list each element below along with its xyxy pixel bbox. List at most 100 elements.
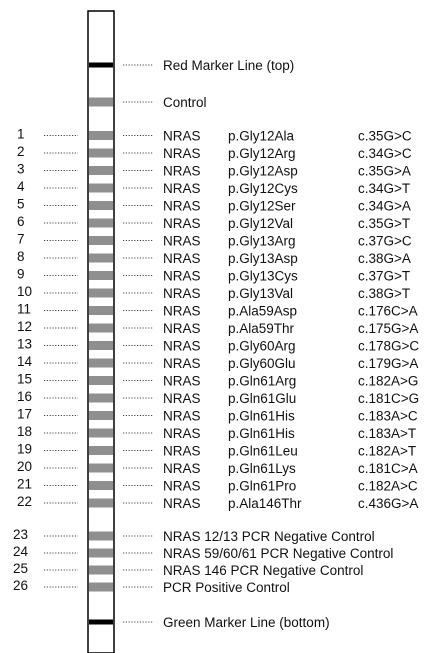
probe-number: 15 <box>17 372 32 387</box>
probe-cdna-change: c.37G>T <box>358 269 410 284</box>
bottom-marker-label: Green Marker Line (bottom) <box>163 615 330 630</box>
probe-protein-change: p.Gln61His <box>228 409 295 424</box>
probe-band <box>89 218 113 228</box>
control-label: Control <box>163 95 207 110</box>
probe-cdna-change: c.182A>C <box>358 479 418 494</box>
probe-cdna-change: c.35G>A <box>358 164 411 179</box>
probe-band <box>89 393 113 403</box>
probe-gene: NRAS <box>163 496 201 511</box>
probe-band <box>89 253 113 263</box>
probe-protein-change: p.Gly13Asp <box>228 251 298 266</box>
probe-gene: NRAS <box>163 164 201 179</box>
probe-band <box>89 446 113 455</box>
probe-protein-change: p.Gln61Glu <box>228 391 296 406</box>
probe-band <box>89 411 113 420</box>
probe-cdna-change: c.182A>T <box>358 444 416 459</box>
probe-protein-change: p.Gly13Cys <box>228 269 298 284</box>
probe-number: 20 <box>17 459 32 474</box>
probe-band <box>89 498 113 508</box>
probe-number: 19 <box>17 442 32 457</box>
probe-gene: NRAS <box>163 409 201 424</box>
probe-number: 18 <box>17 424 32 439</box>
probe-band <box>89 148 113 158</box>
probe-band <box>89 428 113 438</box>
probe-cdna-change: c.34G>T <box>358 181 410 196</box>
probe-band <box>89 183 113 193</box>
probe-protein-change: p.Gly13Val <box>228 286 293 301</box>
probe-cdna-change: c.183A>T <box>358 426 416 441</box>
probe-number: 9 <box>17 267 25 282</box>
top-marker-line <box>89 62 113 68</box>
probe-gene: NRAS <box>163 426 201 441</box>
control-band <box>89 97 113 107</box>
probe-gene: NRAS <box>163 444 201 459</box>
probe-number: 7 <box>17 232 25 247</box>
probe-number: 17 <box>17 407 32 422</box>
probe-number: 1 <box>17 127 25 142</box>
probe-number: 12 <box>17 319 32 334</box>
probe-protein-change: p.Gly12Arg <box>228 146 296 161</box>
probe-band <box>89 201 113 210</box>
probe-band <box>89 481 113 490</box>
probe-band <box>89 376 113 385</box>
probe-protein-change: p.Gly12Ala <box>228 129 295 144</box>
probe-number: 3 <box>17 162 25 177</box>
probe-gene: NRAS <box>163 339 201 354</box>
probe-cdna-change: c.35G>C <box>358 129 412 144</box>
probe-protein-change: p.Gly12Val <box>228 216 293 231</box>
probe-cdna-change: c.38G>A <box>358 251 411 266</box>
pcr-control-label: PCR Positive Control <box>163 580 290 595</box>
probe-number: 4 <box>17 179 25 194</box>
probe-band <box>89 463 113 473</box>
top-marker-label: Red Marker Line (top) <box>163 58 294 73</box>
probe-gene: NRAS <box>163 146 201 161</box>
pcr-control-number: 26 <box>13 578 28 593</box>
probe-band <box>89 341 113 350</box>
probe-cdna-change: c.179G>A <box>358 356 418 371</box>
probe-band <box>89 236 113 245</box>
pcr-control-number: 24 <box>13 544 29 559</box>
probe-band <box>89 166 113 175</box>
pcr-control-label: NRAS 146 PCR Negative Control <box>163 563 363 578</box>
probe-cdna-change: c.178G>C <box>358 339 419 354</box>
probe-protein-change: p.Gly12Ser <box>228 199 296 214</box>
probe-cdna-change: c.436G>A <box>358 496 418 511</box>
probe-cdna-change: c.181C>G <box>358 391 419 406</box>
probe-cdna-change: c.35G>T <box>358 216 410 231</box>
probe-band <box>89 131 113 140</box>
probe-protein-change: p.Gln61Lys <box>228 461 296 476</box>
probe-gene: NRAS <box>163 251 201 266</box>
probe-protein-change: p.Gly12Cys <box>228 181 298 196</box>
probe-gene: NRAS <box>163 321 201 336</box>
probe-protein-change: p.Ala146Thr <box>228 496 302 511</box>
probe-protein-change: p.Gly12Asp <box>228 164 298 179</box>
probe-gene: NRAS <box>163 286 201 301</box>
probe-gene: NRAS <box>163 304 201 319</box>
probe-protein-change: p.Ala59Thr <box>228 321 295 336</box>
pcr-control-band <box>89 582 113 592</box>
probe-protein-change: p.Gly60Arg <box>228 339 296 354</box>
probe-cdna-change: c.37G>C <box>358 234 412 249</box>
pcr-control-band <box>89 565 113 575</box>
probe-protein-change: p.Gln61Leu <box>228 444 298 459</box>
probe-gene: NRAS <box>163 129 201 144</box>
probe-band <box>89 288 113 298</box>
probe-cdna-change: c.181C>A <box>358 461 418 476</box>
probe-cdna-change: c.183A>C <box>358 409 418 424</box>
probe-gene: NRAS <box>163 374 201 389</box>
probe-cdna-change: c.182A>G <box>358 374 418 389</box>
probe-gene: NRAS <box>163 199 201 214</box>
probe-number: 16 <box>17 389 32 404</box>
probe-gene: NRAS <box>163 269 201 284</box>
probe-protein-change: p.Ala59Asp <box>228 304 297 319</box>
probe-cdna-change: c.176C>A <box>358 304 418 319</box>
probe-number: 22 <box>17 494 32 509</box>
probe-band <box>89 323 113 333</box>
probe-gene: NRAS <box>163 461 201 476</box>
probe-cdna-change: c.34G>C <box>358 146 412 161</box>
bottom-marker-line <box>89 619 113 625</box>
pcr-control-band <box>89 531 113 541</box>
probe-cdna-change: c.34G>A <box>358 199 411 214</box>
probe-protein-change: p.Gly13Arg <box>228 234 296 249</box>
